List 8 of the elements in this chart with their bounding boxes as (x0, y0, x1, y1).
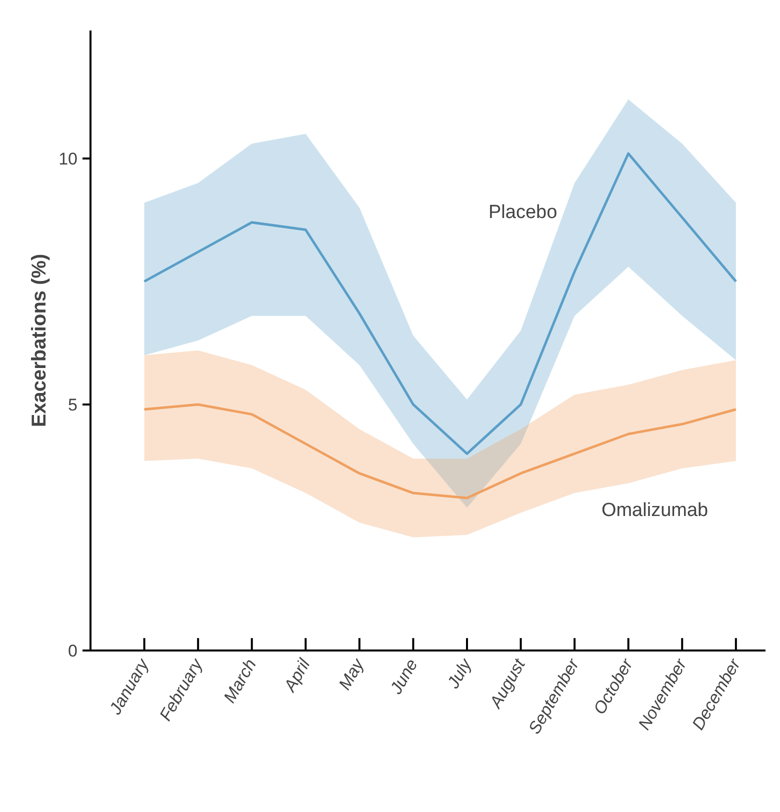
y-axis-title: Exacerbations (%) (28, 254, 51, 428)
y-tick-label: 10 (58, 149, 78, 168)
line-series (143, 152, 738, 455)
text: Omalizumab (601, 500, 708, 521)
y-tick-label: 0 (68, 642, 78, 660)
y-tick-label: 5 (68, 395, 78, 414)
series-label: Placebo (488, 202, 558, 224)
line-series (143, 403, 738, 500)
